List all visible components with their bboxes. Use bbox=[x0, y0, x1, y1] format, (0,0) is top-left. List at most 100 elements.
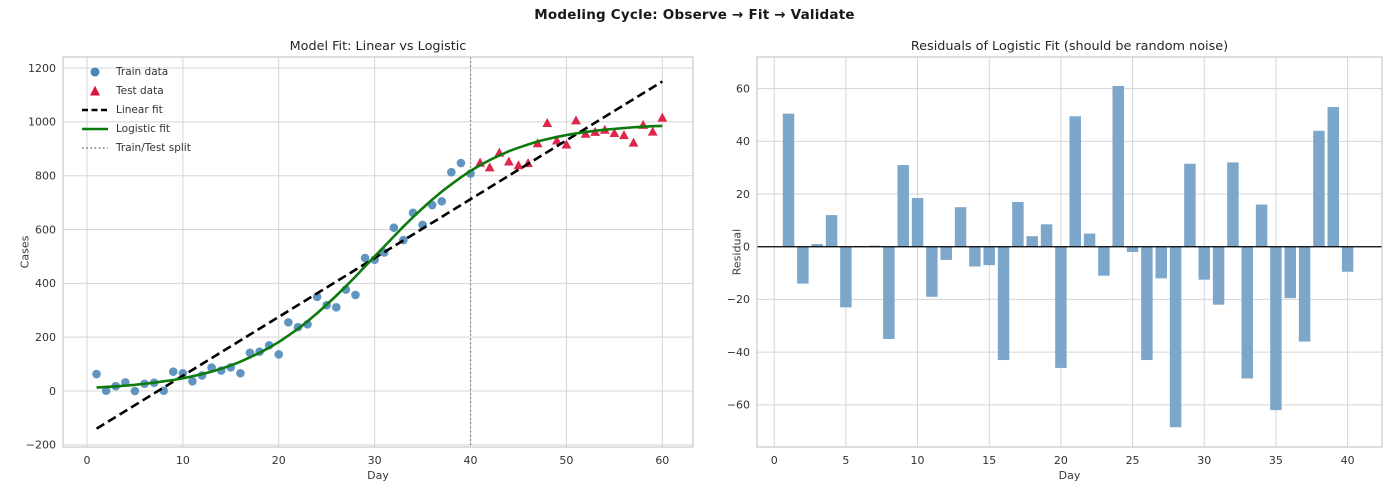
left-yaxis-label: Cases bbox=[18, 235, 32, 269]
y-tick-label: 200 bbox=[35, 331, 56, 344]
y-tick-label: −60 bbox=[727, 399, 750, 412]
residuals-of-logistic-fit-should-be-random-noise: 0 5 10 15 20 25 30 35 40 −60 −40 −20 0 20 40 60 bbox=[727, 56, 1383, 467]
residual-bar bbox=[1298, 246, 1311, 342]
test-data-point bbox=[551, 135, 562, 145]
legend-label: Train data bbox=[116, 65, 169, 78]
residual-bar bbox=[1198, 246, 1210, 280]
right-plot-title: Residuals of Logistic Fit (should be ran… bbox=[910, 39, 1229, 54]
x-tick-label: 30 bbox=[1197, 454, 1211, 467]
x-tick-label: 5 bbox=[842, 454, 849, 467]
residual-bar bbox=[1026, 236, 1038, 247]
y-tick-label: −200 bbox=[26, 439, 56, 452]
x-tick-label: 10 bbox=[176, 454, 190, 467]
linear-fit-legend-marker-icon bbox=[82, 108, 108, 111]
residual-bar bbox=[1112, 85, 1124, 247]
test-data-point bbox=[542, 118, 553, 128]
test-data-point bbox=[503, 156, 514, 166]
train-test-split-legend-marker-icon bbox=[82, 146, 108, 149]
model-fit-linear-vs-logistic: 0 10 20 30 40 50 60 −200 0 200 400 600 800 1000 1200 bbox=[26, 56, 694, 467]
legend-item-train-data: Train data bbox=[80, 62, 191, 81]
train-data-point bbox=[236, 368, 245, 378]
y-tick-label: 20 bbox=[736, 188, 750, 201]
axes-border bbox=[62, 56, 694, 448]
train-data-point bbox=[331, 303, 341, 312]
x-tick-label: 35 bbox=[1269, 454, 1283, 467]
residual-bar bbox=[1040, 224, 1053, 247]
legend-label: Train/Test split bbox=[116, 141, 191, 154]
axes-border bbox=[756, 56, 1383, 448]
train-data-point bbox=[168, 367, 178, 376]
residual-bar bbox=[840, 246, 852, 308]
residual-bar bbox=[997, 246, 1010, 361]
train-data-point bbox=[351, 290, 360, 300]
train-data-point bbox=[101, 386, 111, 396]
x-tick-label: 0 bbox=[771, 454, 778, 467]
legend-label: Test data bbox=[116, 84, 164, 97]
train-data-point bbox=[312, 292, 322, 302]
test-data-point bbox=[628, 137, 639, 147]
y-tick-label: 0 bbox=[49, 385, 56, 398]
residual-bar bbox=[1083, 233, 1096, 247]
x-tick-label: 50 bbox=[559, 454, 573, 467]
residual-bar bbox=[1341, 246, 1354, 272]
x-tick-label: 15 bbox=[982, 454, 996, 467]
residual-bar bbox=[983, 246, 995, 266]
x-tick-label: 40 bbox=[464, 454, 478, 467]
x-tick-label: 20 bbox=[272, 454, 286, 467]
legend-item-linear-fit: Linear fit bbox=[80, 100, 191, 119]
y-tick-label: 40 bbox=[736, 135, 750, 148]
residual-bar bbox=[1169, 246, 1182, 428]
y-tick-label: 1200 bbox=[28, 62, 56, 75]
x-tick-label: 30 bbox=[368, 454, 382, 467]
linear-fit-line bbox=[95, 80, 663, 430]
test-data-point bbox=[609, 127, 620, 137]
residual-bar bbox=[1141, 246, 1153, 361]
x-tick-label: 25 bbox=[1126, 454, 1140, 467]
residual-bar bbox=[1126, 246, 1139, 252]
residual-bar bbox=[1284, 246, 1296, 299]
test-data-point bbox=[619, 130, 629, 140]
residual-bar bbox=[1313, 130, 1325, 247]
residual-bar bbox=[1184, 163, 1196, 247]
residual-bar bbox=[825, 215, 838, 247]
x-tick-label: 20 bbox=[1054, 454, 1068, 467]
train-data-point bbox=[447, 167, 456, 177]
y-tick-label: 1000 bbox=[28, 116, 56, 129]
residual-bar bbox=[911, 197, 924, 247]
x-tick-label: 40 bbox=[1341, 454, 1355, 467]
residual-bar bbox=[969, 246, 981, 267]
y-tick-label: −40 bbox=[727, 346, 750, 359]
train-data-point bbox=[437, 196, 447, 206]
test-data-point bbox=[484, 162, 495, 172]
residual-bar bbox=[897, 165, 909, 247]
y-tick-label: 600 bbox=[35, 223, 56, 236]
x-tick-label: 60 bbox=[655, 454, 669, 467]
legend: Train data Test data Linear fit Logistic fi… bbox=[80, 62, 191, 157]
residual-bar bbox=[1212, 246, 1225, 305]
legend-item-test-data: Test data bbox=[80, 81, 191, 100]
residual-bar bbox=[883, 246, 895, 339]
y-tick-label: 0 bbox=[743, 241, 750, 254]
figure-suptitle: Modeling Cycle: Observe → Fit → Validate bbox=[534, 7, 855, 23]
legend-label: Logistic fit bbox=[116, 122, 171, 135]
residual-bar bbox=[797, 246, 809, 284]
residual-bar bbox=[1270, 246, 1282, 411]
logistic-fit-legend-marker-icon bbox=[82, 127, 108, 130]
y-tick-label: 60 bbox=[736, 82, 750, 95]
residual-bar bbox=[1327, 107, 1339, 247]
residual-bar bbox=[1227, 162, 1239, 247]
test-data-point bbox=[561, 139, 572, 149]
train-data-point bbox=[456, 158, 466, 168]
residual-bar bbox=[1241, 246, 1253, 379]
test-data-legend-marker-icon bbox=[90, 85, 100, 95]
residual-bar bbox=[940, 246, 952, 260]
logistic-fit-line bbox=[96, 124, 663, 389]
test-data-point bbox=[657, 112, 668, 122]
y-tick-label: −20 bbox=[727, 293, 750, 306]
test-data-point bbox=[571, 115, 581, 125]
residual-bar bbox=[1255, 204, 1268, 247]
train-data-legend-marker-icon bbox=[90, 67, 100, 76]
train-data-point bbox=[130, 386, 140, 396]
